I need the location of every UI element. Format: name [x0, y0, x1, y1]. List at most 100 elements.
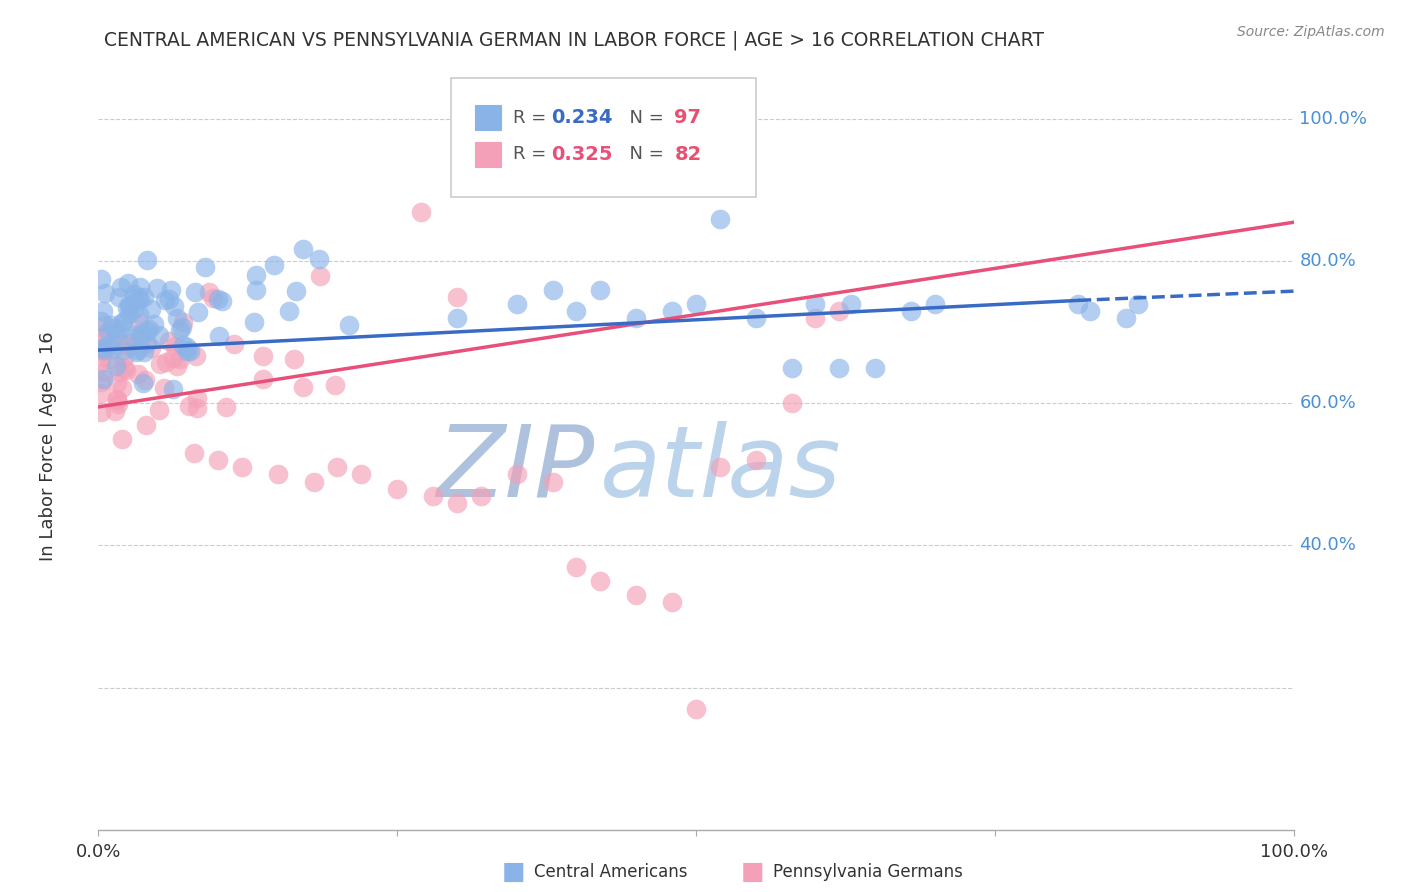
Point	[208, 329, 231, 343]
Point	[252, 372, 274, 386]
Point	[107, 332, 129, 346]
Point	[804, 311, 827, 326]
Point	[143, 317, 166, 331]
Point	[828, 304, 851, 318]
Point	[105, 376, 128, 390]
Point	[828, 360, 851, 375]
Point	[90, 375, 112, 389]
Point	[97, 351, 120, 366]
Point	[136, 324, 159, 338]
Point	[138, 322, 160, 336]
Point	[163, 339, 186, 353]
Text: atlas: atlas	[600, 420, 842, 517]
Point	[201, 292, 224, 306]
Point	[122, 331, 145, 345]
Point	[127, 290, 149, 304]
Point	[169, 352, 191, 367]
Point	[105, 332, 128, 346]
Point	[148, 327, 170, 342]
Point	[107, 397, 129, 411]
Point	[292, 380, 315, 394]
Point	[197, 285, 219, 300]
Point	[283, 352, 305, 367]
Point	[411, 204, 433, 219]
Point	[323, 377, 346, 392]
Point	[111, 432, 134, 446]
Point	[263, 258, 285, 272]
Point	[90, 356, 112, 370]
Point	[153, 293, 176, 307]
Point	[350, 467, 373, 482]
Point	[149, 357, 172, 371]
Point	[118, 299, 141, 313]
Point	[91, 342, 114, 356]
Point	[97, 325, 120, 339]
Point	[93, 344, 115, 359]
Point	[1128, 297, 1150, 311]
Point	[166, 359, 188, 374]
Point	[308, 252, 330, 266]
Point	[108, 323, 131, 337]
Point	[91, 303, 114, 318]
Text: Central Americans: Central Americans	[534, 863, 688, 881]
Point	[131, 332, 153, 346]
Point	[446, 290, 468, 304]
Point	[118, 307, 141, 321]
Point	[865, 360, 887, 375]
Point	[146, 280, 169, 294]
Point	[745, 453, 768, 467]
Point	[136, 335, 159, 350]
Point	[94, 318, 117, 332]
Text: Pennsylvania Germans: Pennsylvania Germans	[773, 863, 963, 881]
Point	[841, 297, 863, 311]
Point	[127, 343, 149, 357]
Point	[157, 334, 180, 348]
Point	[132, 290, 155, 304]
Point	[118, 298, 141, 312]
Point	[124, 287, 146, 301]
Point	[125, 345, 148, 359]
Point	[139, 341, 162, 355]
Point	[745, 311, 768, 326]
Point	[661, 304, 683, 318]
Bar	[475, 142, 501, 167]
Point	[709, 460, 731, 475]
Point	[804, 297, 827, 311]
Point	[446, 496, 468, 510]
Point	[446, 311, 468, 326]
Point	[117, 335, 139, 350]
Text: Source: ZipAtlas.com: Source: ZipAtlas.com	[1237, 25, 1385, 39]
Point	[231, 460, 253, 475]
Point	[541, 475, 564, 489]
Point	[110, 280, 132, 294]
Text: N =: N =	[619, 145, 669, 163]
Text: ■: ■	[502, 861, 524, 884]
Point	[186, 401, 208, 416]
Point	[1067, 297, 1090, 311]
Text: 80.0%: 80.0%	[1299, 252, 1357, 270]
Point	[626, 311, 648, 326]
Point	[284, 284, 307, 298]
Point	[157, 293, 180, 307]
Point	[589, 283, 612, 297]
Point	[128, 316, 150, 330]
Point	[900, 304, 922, 318]
Text: 97: 97	[675, 108, 702, 128]
Text: N =: N =	[619, 109, 669, 127]
Point	[183, 446, 205, 460]
Point	[90, 405, 112, 419]
Point	[207, 292, 229, 306]
Point	[112, 343, 135, 357]
Point	[103, 404, 125, 418]
Point	[166, 310, 188, 325]
Point	[470, 489, 492, 503]
Point	[780, 396, 803, 410]
Point	[685, 297, 707, 311]
Point	[172, 338, 194, 352]
Point	[162, 351, 184, 366]
Point	[661, 595, 683, 609]
Point	[337, 318, 360, 332]
Text: R =: R =	[513, 109, 553, 127]
Point	[243, 315, 266, 329]
Point	[780, 360, 803, 375]
